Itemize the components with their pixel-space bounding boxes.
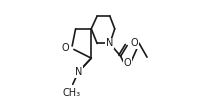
Text: CH₃: CH₃ xyxy=(63,89,81,99)
Text: N: N xyxy=(75,67,82,77)
Text: N: N xyxy=(106,38,114,48)
Text: O: O xyxy=(130,38,138,48)
Text: O: O xyxy=(124,58,131,68)
Text: O: O xyxy=(61,43,69,53)
